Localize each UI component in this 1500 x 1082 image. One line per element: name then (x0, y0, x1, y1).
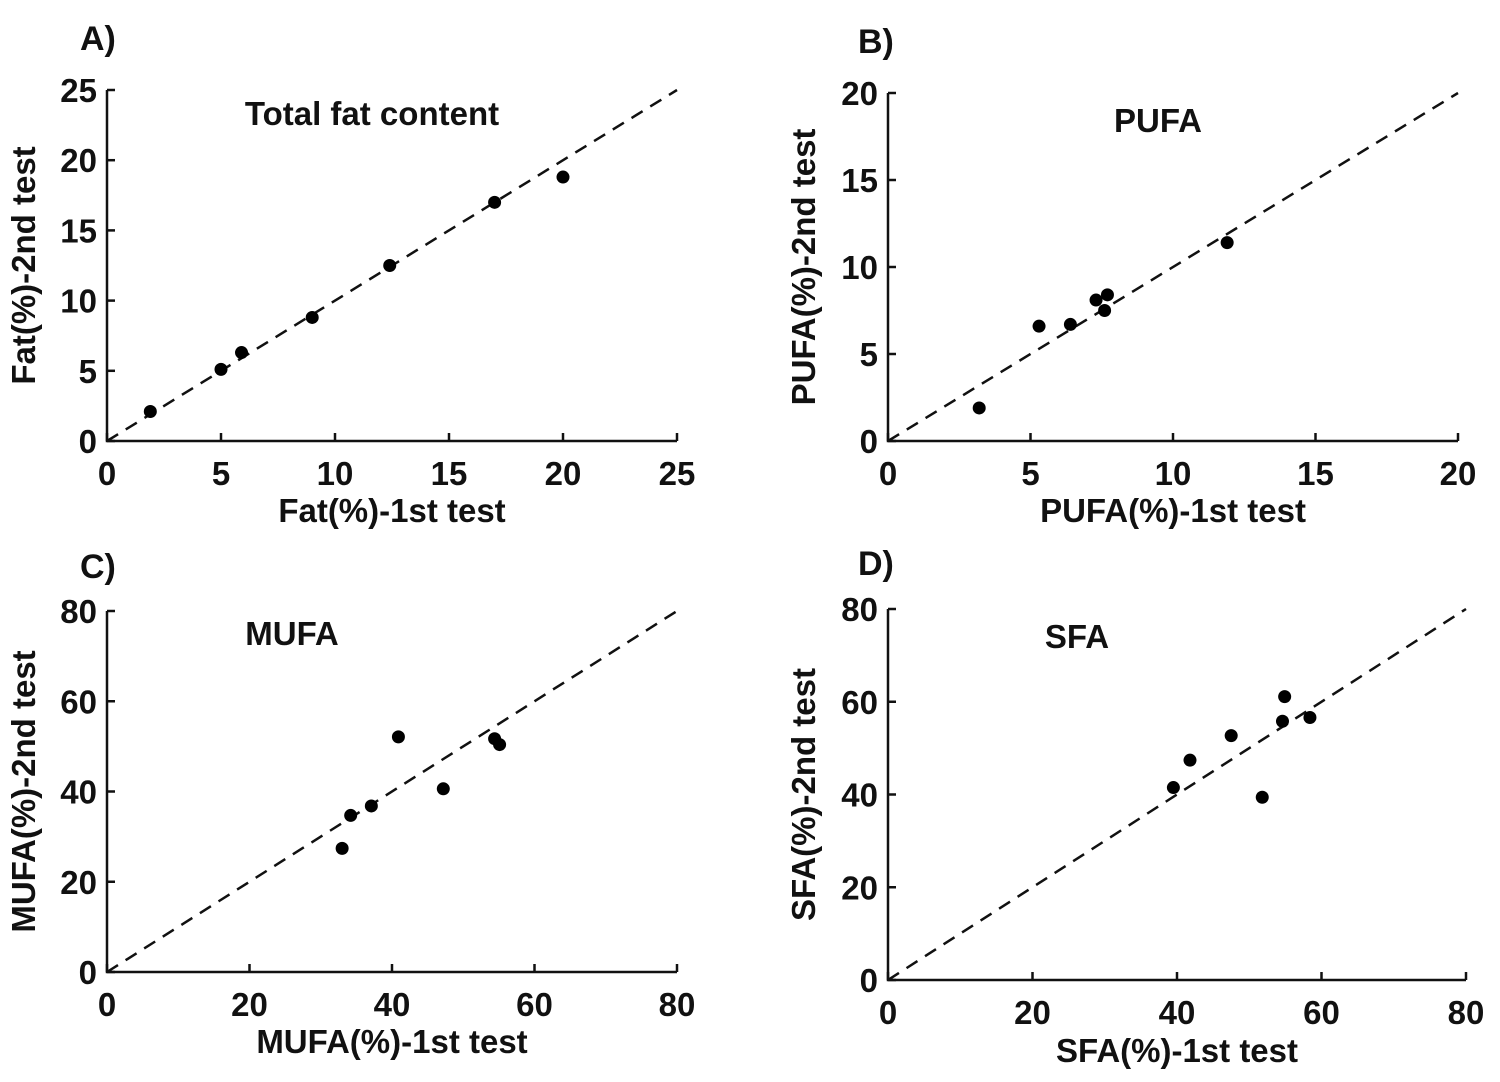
data-point (1255, 790, 1269, 804)
x-axis-label: Fat(%)-1st test (278, 492, 505, 529)
x-tick-label: 25 (659, 455, 696, 492)
y-tick-label: 0 (860, 962, 878, 999)
panel-letter: D) (858, 545, 894, 583)
y-tick-label: 60 (841, 684, 878, 721)
x-tick-label: 20 (1014, 994, 1051, 1031)
y-tick-label: 15 (841, 162, 878, 199)
plot-title: Total fat content (245, 95, 499, 132)
data-point (1063, 317, 1077, 331)
x-tick-label: 10 (317, 455, 354, 492)
x-tick-label: 0 (98, 455, 116, 492)
x-tick-label: 0 (98, 986, 116, 1023)
y-tick-label: 60 (60, 683, 97, 720)
x-tick-label: 20 (231, 986, 268, 1023)
x-tick-label: 15 (1297, 455, 1334, 492)
data-point (1275, 714, 1289, 728)
x-tick-label: 80 (659, 986, 696, 1023)
y-tick-label: 10 (60, 283, 97, 320)
data-point (1224, 729, 1238, 743)
data-point (1220, 236, 1234, 250)
data-point (436, 782, 450, 796)
data-point (1089, 293, 1103, 307)
y-tick-label: 5 (860, 336, 878, 373)
data-point (1100, 288, 1114, 302)
x-axis-label: MUFA(%)-1st test (256, 1023, 527, 1060)
y-tick-label: 20 (841, 75, 878, 112)
x-tick-label: 20 (1440, 455, 1477, 492)
y-axis-label: PUFA(%)-2nd test (785, 129, 822, 406)
data-point (364, 799, 378, 813)
data-point (488, 195, 502, 209)
panel-letter: C) (80, 548, 116, 586)
data-point (214, 362, 228, 376)
panel-d: 0 20 40 60 80 0 20 40 60 80 SFA SFA(%)-1st test SFA(… (785, 545, 1484, 1069)
y-tick-label: 0 (79, 954, 97, 991)
x-tick-label: 15 (431, 455, 468, 492)
data-point (335, 841, 349, 855)
plot-title: PUFA (1114, 102, 1202, 139)
y-tick-label: 20 (60, 142, 97, 179)
y-tick-label: 5 (79, 353, 97, 390)
data-point (383, 259, 397, 272)
y-tick-label: 10 (841, 249, 878, 286)
y-axis-label: Fat(%)-2nd test (5, 146, 42, 384)
data-point (1303, 711, 1317, 725)
plot-title: SFA (1045, 618, 1109, 655)
identity-line (887, 607, 1467, 982)
panel-b: 0 5 10 15 20 0 5 10 15 20 PUFA PUFA(%)-1st test PUFA… (785, 23, 1476, 529)
data-point (1183, 753, 1197, 767)
data-point (556, 170, 570, 184)
data-point (143, 405, 157, 419)
data-point (305, 310, 319, 324)
x-axis-label: PUFA(%)-1st test (1040, 492, 1306, 529)
y-tick-label: 0 (860, 423, 878, 460)
x-tick-label: 60 (516, 986, 553, 1023)
panel-a: 0 5 10 15 20 25 0 5 10 15 20 25 Total fat content Fat… (5, 20, 695, 529)
y-tick-label: 25 (60, 72, 97, 109)
panel-c: 0 20 40 60 80 0 20 40 60 80 MUFA MUFA(%)-1st test MU… (5, 548, 695, 1060)
panel-letter: B) (858, 23, 894, 61)
y-tick-label: 0 (79, 423, 97, 460)
y-tick-label: 20 (60, 864, 97, 901)
x-tick-label: 0 (879, 455, 897, 492)
y-axis-label: MUFA(%)-2nd test (5, 650, 42, 932)
x-tick-label: 0 (879, 994, 897, 1031)
x-tick-label: 40 (1159, 994, 1196, 1031)
y-tick-label: 40 (841, 777, 878, 814)
panel-letter: A) (80, 20, 116, 58)
data-point (1278, 690, 1292, 704)
data-point (235, 346, 249, 360)
x-tick-label: 40 (374, 986, 411, 1023)
x-tick-label: 5 (212, 455, 230, 492)
data-point (493, 738, 507, 752)
data-point (1032, 319, 1046, 333)
identity-line (887, 91, 1459, 443)
y-tick-label: 80 (60, 593, 97, 630)
y-tick-label: 20 (841, 869, 878, 906)
x-tick-label: 80 (1448, 994, 1485, 1031)
x-tick-label: 10 (1155, 455, 1192, 492)
y-axis-label: SFA(%)-2nd test (785, 668, 822, 921)
data-point (1166, 781, 1180, 795)
x-tick-label: 20 (545, 455, 582, 492)
y-tick-label: 15 (60, 212, 97, 249)
y-tick-label: 80 (841, 591, 878, 628)
x-tick-label: 60 (1303, 994, 1340, 1031)
y-tick-label: 40 (60, 774, 97, 811)
x-tick-label: 5 (1021, 455, 1039, 492)
data-point (972, 401, 986, 415)
x-axis-label: SFA(%)-1st test (1056, 1032, 1298, 1069)
data-point (344, 808, 358, 822)
data-point (1098, 304, 1112, 317)
identity-line (106, 609, 678, 974)
plot-title: MUFA (245, 615, 339, 652)
data-point (391, 730, 405, 744)
